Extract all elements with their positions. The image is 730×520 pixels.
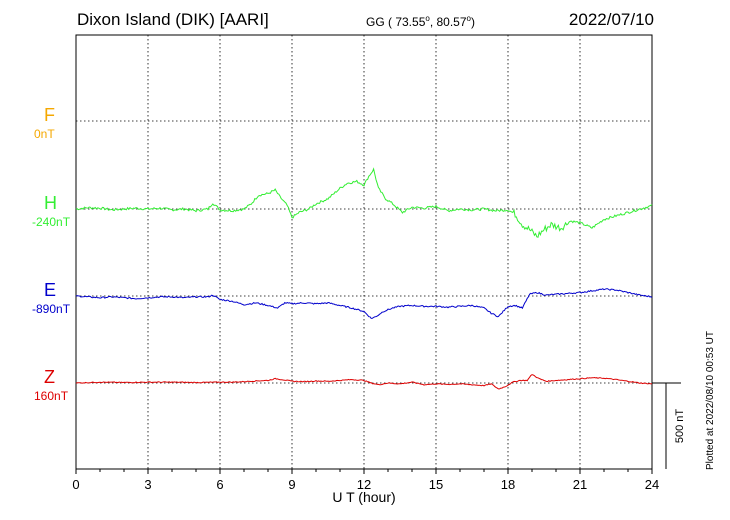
baseline-label-f: 0nT (34, 127, 55, 141)
plotted-timestamp: Plotted at 2022/08/10 00:53 UT (705, 331, 716, 470)
chart-date: 2022/07/10 (568, 10, 654, 29)
x-tick-label: 0 (72, 477, 79, 492)
station-title: Dixon Island (DIK) [AARI] (77, 10, 269, 29)
scale-bar: 500 nT (652, 382, 686, 469)
x-tick-label: 24 (645, 477, 659, 492)
component-label-z: Z (44, 367, 55, 387)
component-label-e: E (44, 280, 57, 300)
series-lines (75, 167, 653, 390)
series-line-z (75, 374, 653, 390)
station-coordinates: GG ( 73.55o, 80.57o) (366, 14, 475, 29)
x-tick-label: 18 (501, 477, 515, 492)
grid-lines (76, 35, 652, 469)
x-tick-label: 12 (357, 477, 371, 492)
x-axis-ticks: 0 3 6 9 12 15 18 21 24 (72, 469, 659, 492)
series-line-e (75, 288, 653, 319)
series-line-h (75, 167, 653, 238)
x-tick-label: 21 (573, 477, 587, 492)
baseline-label-z: 160nT (34, 389, 69, 403)
x-axis-label: U T (hour) (332, 489, 395, 505)
component-label-f: F (44, 105, 55, 125)
x-tick-label: 15 (429, 477, 443, 492)
component-label-h: H (44, 193, 57, 213)
baseline-label-h: -240nT (32, 215, 71, 229)
baseline-label-e: -890nT (32, 302, 71, 316)
x-tick-label: 9 (288, 477, 295, 492)
scale-bar-label: 500 nT (674, 409, 686, 444)
x-tick-label: 6 (216, 477, 223, 492)
x-tick-label: 3 (144, 477, 151, 492)
